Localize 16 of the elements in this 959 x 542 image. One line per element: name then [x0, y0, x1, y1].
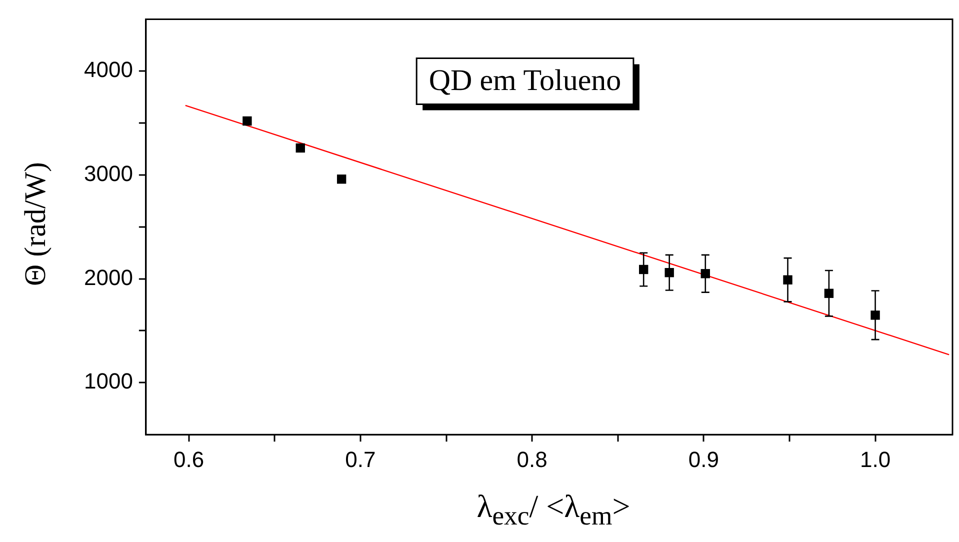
x-axis-title: λ$_{exc}$/ <λ$_{em}$> [476, 488, 632, 532]
y-tick-label: 3000 [84, 161, 133, 186]
x-tick-label: 0.8 [516, 446, 548, 472]
y-tick-label: 2000 [84, 264, 133, 290]
point [242, 116, 252, 126]
point [336, 174, 346, 184]
y-axis-title: Θ (rad/W) [19, 162, 53, 286]
point [870, 310, 880, 320]
x-tick-label: 0.9 [688, 446, 719, 472]
y-tick-label: 1000 [84, 368, 133, 394]
x-tick-label: 1.0 [860, 446, 891, 472]
annotation: QD em Tolueno [428, 64, 622, 98]
x-tick-label: 0.6 [174, 446, 204, 472]
y-tick-label: 4000 [84, 57, 133, 82]
x-tick-label: 0.7 [345, 446, 376, 472]
point [296, 143, 305, 153]
